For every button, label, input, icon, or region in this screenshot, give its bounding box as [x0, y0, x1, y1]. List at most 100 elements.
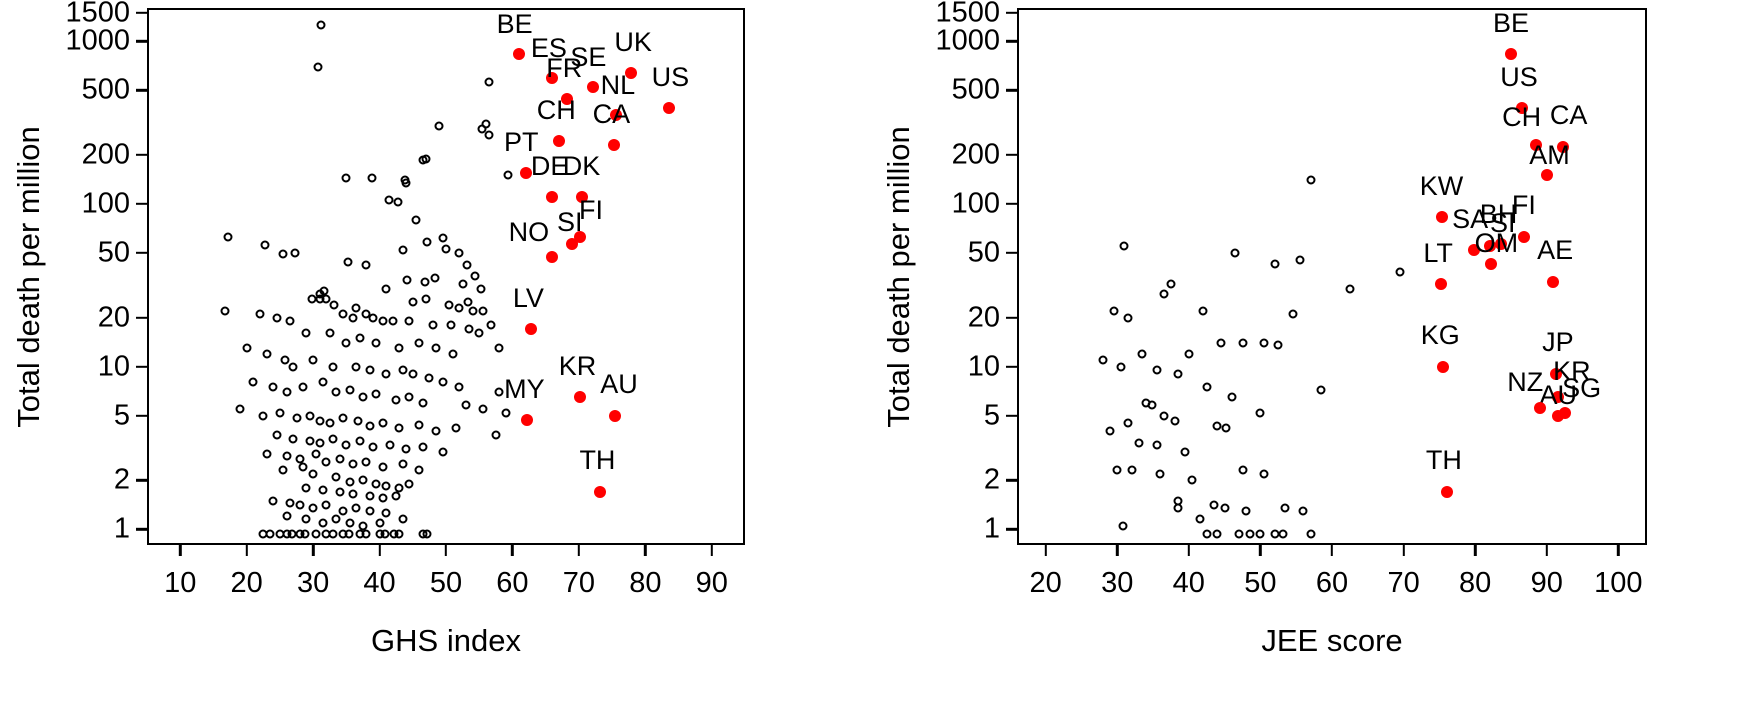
data-point — [474, 328, 484, 338]
data-point — [420, 277, 430, 287]
plot-area-left — [147, 8, 745, 545]
data-point — [1184, 349, 1194, 359]
plot-area-right — [1017, 8, 1647, 545]
data-point — [278, 465, 288, 475]
x-axis-tick-label: 50 — [429, 567, 463, 599]
y-axis-tick-label: 1500 — [935, 0, 1000, 29]
x-axis-tick — [1187, 545, 1191, 556]
data-point-label: FI — [1511, 190, 1536, 221]
data-point — [1259, 338, 1269, 348]
data-point — [414, 420, 424, 430]
data-point — [414, 465, 424, 475]
data-point-highlighted — [565, 237, 578, 250]
data-point — [367, 173, 377, 183]
data-point — [1238, 465, 1247, 475]
data-point-label: CA — [592, 99, 631, 130]
data-point — [478, 404, 488, 414]
data-point-highlighted — [1504, 48, 1517, 61]
y-axis-tick-label: 500 — [81, 73, 130, 106]
data-point — [325, 328, 335, 338]
data-point-label: CA — [1549, 100, 1588, 131]
data-point — [265, 529, 275, 539]
data-point-highlighted — [609, 409, 622, 422]
data-point-highlighted — [1440, 485, 1453, 498]
y-axis-tick-label: 10 — [967, 350, 1000, 383]
data-point — [1278, 529, 1288, 539]
data-point — [262, 449, 272, 459]
data-point — [345, 518, 355, 527]
data-point-label: PT — [503, 126, 539, 157]
data-point — [308, 355, 318, 365]
data-point — [1221, 423, 1231, 433]
data-point-highlighted — [574, 230, 587, 243]
data-point-label: FR — [546, 53, 583, 84]
x-axis-tick — [245, 545, 248, 556]
y-axis-title-right: Total death per million — [881, 125, 916, 428]
data-point-highlighted — [560, 93, 573, 106]
x-axis-tick-label: 90 — [1530, 567, 1563, 599]
data-point-label: AM — [1529, 139, 1570, 170]
y-axis-tick — [1006, 479, 1017, 482]
data-point — [348, 313, 358, 323]
y-axis-tick — [1006, 88, 1017, 92]
data-point — [1173, 369, 1183, 379]
data-point — [411, 215, 421, 225]
data-point-label: TH — [1425, 444, 1462, 475]
data-point — [1134, 438, 1144, 448]
data-point — [438, 447, 448, 457]
data-point — [272, 430, 282, 440]
data-point-label: NO — [508, 216, 550, 247]
panel-left-ghs-index: Total death per million GHS index 1 2 5 10 2… — [0, 0, 860, 723]
data-point — [1245, 529, 1255, 539]
data-point — [262, 349, 272, 359]
data-point — [1198, 306, 1208, 316]
x-axis-tick-label: 30 — [296, 567, 330, 599]
data-point — [1119, 241, 1129, 251]
data-point — [315, 416, 325, 426]
data-point — [1195, 514, 1205, 524]
data-point-label: TH — [579, 445, 616, 476]
data-point-highlighted — [586, 81, 599, 94]
data-point-highlighted — [662, 101, 675, 114]
data-point — [353, 416, 363, 426]
data-point — [1180, 447, 1190, 457]
data-point-label: DK — [562, 151, 601, 182]
data-point-label: UK — [614, 27, 652, 58]
x-axis-tick — [179, 545, 182, 556]
x-axis-tick-label: 10 — [164, 567, 197, 599]
data-point — [355, 333, 365, 343]
data-point — [290, 248, 300, 258]
x-axis-tick — [1402, 545, 1405, 556]
y-axis-tick — [1006, 11, 1017, 14]
data-point — [361, 529, 371, 539]
data-point-highlighted — [610, 109, 623, 122]
data-point-label: KG — [1420, 319, 1460, 350]
data-point — [1147, 400, 1157, 410]
data-point — [1288, 309, 1298, 319]
data-point-label: LV — [512, 282, 544, 313]
data-point — [408, 369, 418, 379]
y-axis-title-left: Total death per million — [11, 125, 46, 428]
data-point — [311, 529, 321, 539]
data-point — [301, 328, 311, 338]
data-point — [341, 338, 351, 348]
data-point — [484, 77, 494, 87]
data-point — [361, 457, 371, 467]
data-point — [1152, 365, 1162, 375]
data-point — [275, 408, 285, 418]
data-point — [494, 387, 504, 397]
x-axis-tick — [710, 545, 713, 556]
data-point — [308, 503, 318, 513]
data-point — [461, 400, 471, 410]
data-point — [365, 491, 375, 501]
y-axis-tick-label: 2 — [983, 463, 1000, 496]
data-point — [398, 459, 408, 469]
data-point-label: FI — [579, 194, 604, 225]
data-point — [380, 529, 390, 539]
data-point-highlighted — [1557, 140, 1570, 153]
data-point — [1212, 529, 1222, 539]
y-axis-tick — [136, 202, 147, 206]
data-point-label: AE — [1537, 235, 1574, 266]
y-axis-tick — [1006, 40, 1017, 43]
data-point — [470, 271, 480, 281]
